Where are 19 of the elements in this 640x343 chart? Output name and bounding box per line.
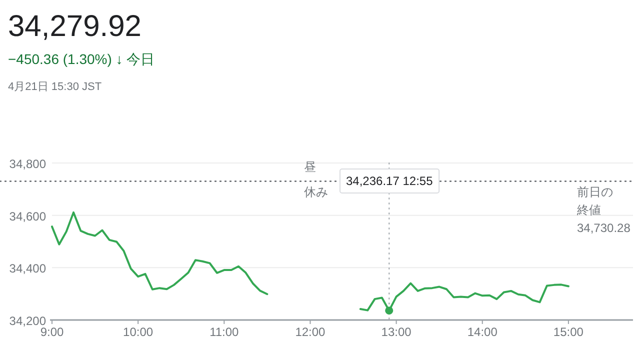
x-tick-label: 15:00 — [553, 325, 584, 339]
chart-subtitle: −450.36 (1.30%) ↓ 今日 — [8, 51, 155, 67]
y-tick-label: 34,400 — [9, 262, 46, 276]
y-tick-label: 34,600 — [9, 209, 46, 224]
annotation: 昼 — [304, 160, 316, 174]
annotation: 休み — [304, 185, 328, 199]
x-tick-label: 11:00 — [210, 325, 240, 339]
annotation: 34,236.17 12:55 — [346, 174, 434, 188]
x-tick-label: 14:00 — [467, 325, 498, 339]
x-tick-label: 9:00 — [40, 325, 64, 339]
y-tick-label: 34,800 — [9, 157, 46, 171]
x-tick-label: 13:00 — [381, 325, 412, 339]
chart-title: 34,279.92 — [8, 10, 142, 43]
x-tick-label: 12:00 — [295, 325, 326, 339]
y-tick-label: 34,200 — [9, 314, 46, 328]
text: 4月21日 15:30 JST — [8, 81, 102, 93]
ref-line-label: 前日の終値 34,730.28 — [576, 185, 631, 236]
line-series — [51, 211, 268, 296]
x-tick-label: 10:00 — [123, 325, 154, 339]
